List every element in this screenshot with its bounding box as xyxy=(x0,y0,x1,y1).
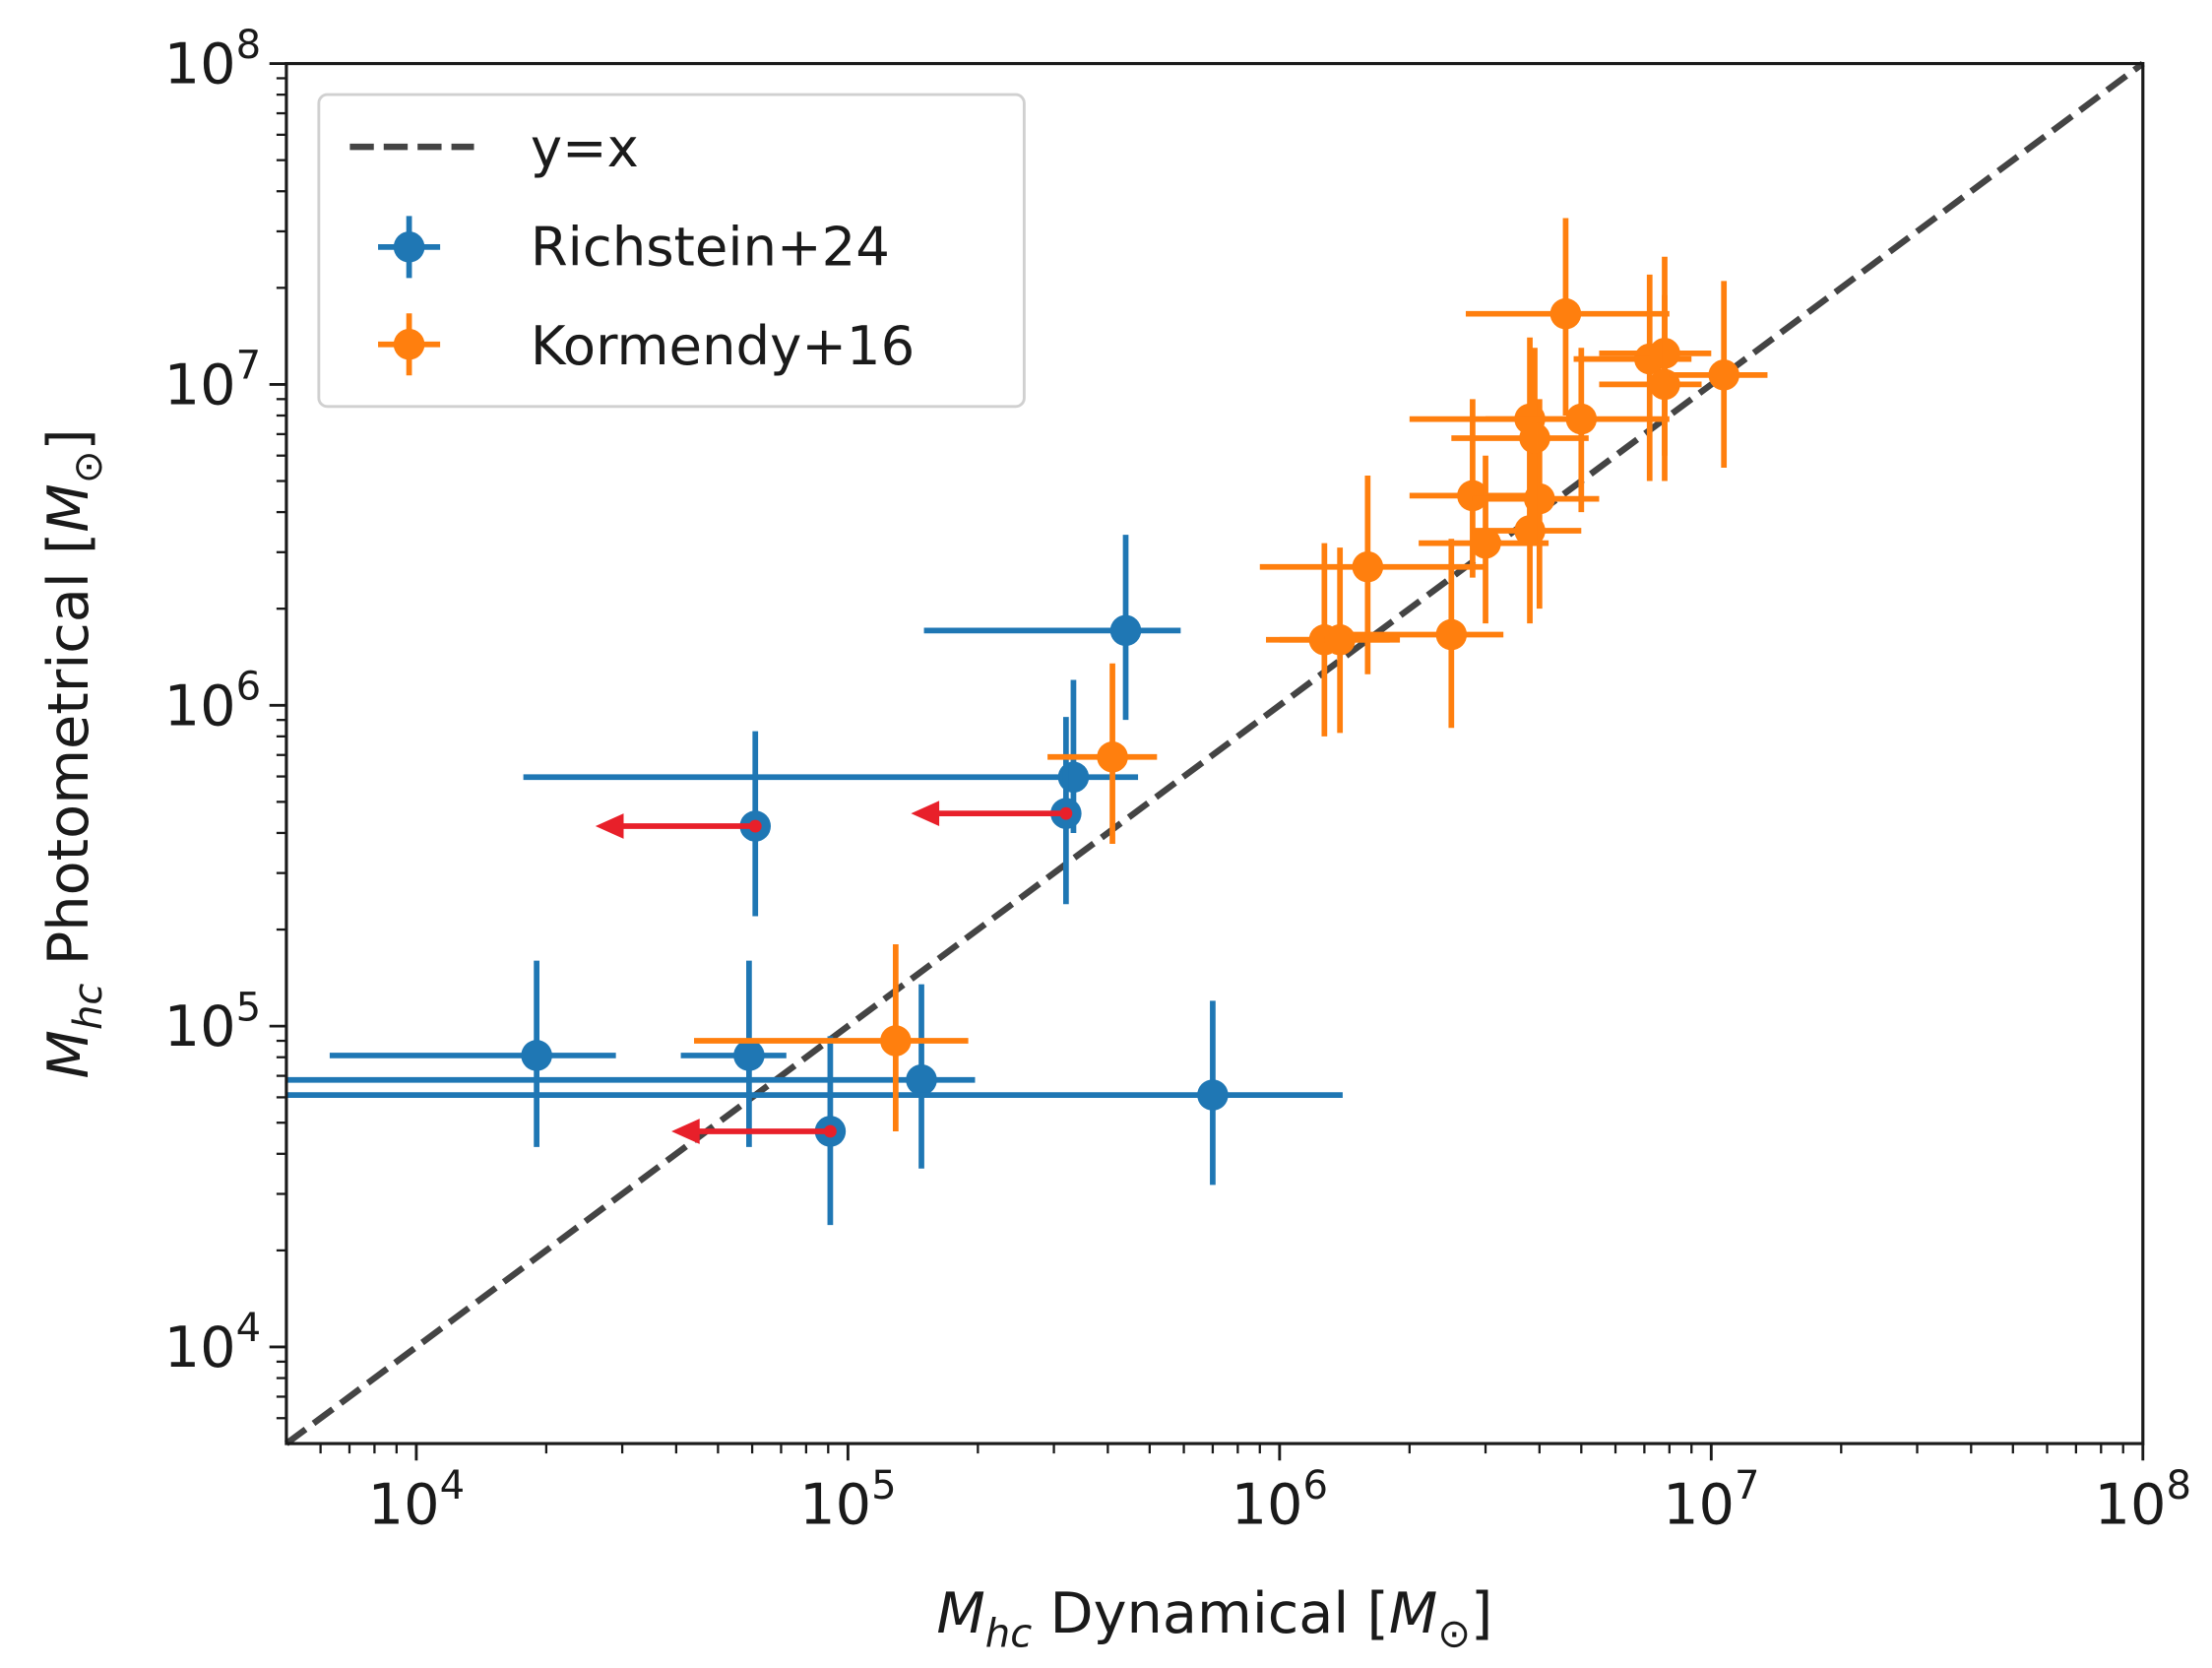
legend-box xyxy=(317,93,1026,409)
legend: y=x Richstein+24 Kormendy+16 xyxy=(317,93,1026,409)
x-tick-label: 106 xyxy=(1232,1463,1328,1538)
data-point xyxy=(1708,359,1739,391)
data-point xyxy=(1352,550,1384,583)
upper-limit-arrowhead xyxy=(671,1119,700,1144)
data-point xyxy=(521,1040,552,1071)
plot-frame xyxy=(284,61,2145,1445)
upper-limit-origin xyxy=(748,819,762,833)
data-point xyxy=(1324,623,1356,656)
data-point xyxy=(880,1025,912,1057)
x-tick-label: 107 xyxy=(1663,1463,1759,1538)
series-kormendy-16 xyxy=(694,218,1768,1131)
legend-swatch-kormendy xyxy=(378,313,441,376)
y-tick-label: 105 xyxy=(164,985,261,1059)
upper-limit-origin xyxy=(823,1124,837,1138)
legend-swatch-richstein xyxy=(378,216,441,279)
data-point xyxy=(1197,1079,1229,1111)
data-point xyxy=(1519,422,1550,454)
y-axis-label: Mhc Photometrical [M⊙] xyxy=(35,428,111,1078)
y-tick-label: 106 xyxy=(164,665,261,739)
data-point xyxy=(733,1040,765,1071)
y-tick-label: 108 xyxy=(164,23,261,97)
x-tick-label: 104 xyxy=(368,1463,465,1538)
data-point xyxy=(1097,741,1128,773)
data-point xyxy=(1457,480,1488,512)
data-point xyxy=(1470,527,1501,559)
axis-ticks: 104 105 106 107 108 104 105 106 107 108 xyxy=(164,23,2191,1538)
x-tick-label: 105 xyxy=(799,1463,896,1538)
data-point xyxy=(1565,403,1598,435)
x-tick-label: 108 xyxy=(2095,1463,2191,1538)
plot-marks xyxy=(284,60,2145,1446)
legend-label-kormendy: Kormendy+16 xyxy=(531,314,915,377)
y-tick-label: 104 xyxy=(164,1306,261,1380)
reference-line-y-equals-x xyxy=(284,60,2145,1446)
legend-label-yx: y=x xyxy=(531,116,639,179)
x-axis-label: Mhc Dynamical [M⊙] xyxy=(936,1580,1492,1656)
data-point xyxy=(1549,297,1582,330)
y-tick-label: 107 xyxy=(164,344,261,418)
data-point xyxy=(1435,618,1468,651)
upper-limit-arrowhead xyxy=(911,801,940,827)
upper-limit-arrowhead xyxy=(595,813,624,839)
data-point xyxy=(1057,761,1090,794)
data-point xyxy=(1109,614,1142,647)
series-richstein-24 xyxy=(285,535,1343,1226)
legend-label-richstein: Richstein+24 xyxy=(531,215,890,278)
data-point xyxy=(906,1063,937,1096)
upper-limit-origin xyxy=(1059,806,1073,820)
